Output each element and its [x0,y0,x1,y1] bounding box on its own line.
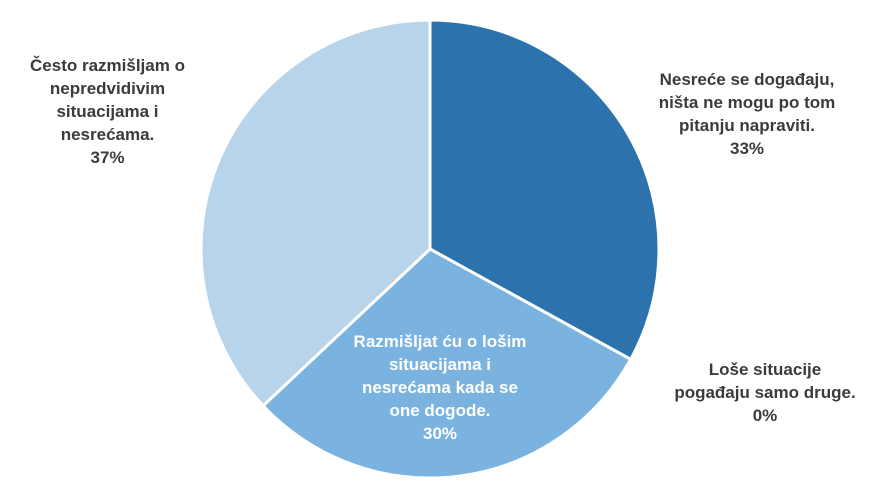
label-slice-often-think: Često razmišljam o nepredvidivim situaci… [0,54,215,169]
label-line: Nesreće se događaju, [659,70,835,89]
label-line: Loše situacije [708,360,822,379]
label-line: Često razmišljam o [30,56,185,75]
label-slice-bad-only-others: Loše situacije pogađaju samo druge. 0% [640,358,884,427]
label-line: nesrećama. [60,125,155,144]
label-slice-think-when-happen: Razmišljat ću o lošim situacijama i nesr… [315,330,565,445]
pie-slice-3 [199,18,432,408]
percent-label: 30% [422,424,458,443]
pie-slice-2 [260,247,633,480]
label-line: ništa ne mogu po tom [658,93,836,112]
pie-slice-0 [428,18,661,362]
label-slice-accidents-happen: Nesreće se događaju, ništa ne mogu po to… [622,68,872,160]
label-line: pogađaju samo druge. [674,383,856,402]
label-line: situacijama i [56,102,159,121]
label-line: Razmišljat ću o lošim [353,332,527,351]
label-line: one dogode. [389,401,491,420]
percent-label: 37% [90,148,125,167]
label-line: situacijama i [388,355,492,374]
percent-label: 0% [752,406,778,425]
label-line: pitanju napraviti. [678,116,816,135]
percent-label: 33% [729,139,765,158]
label-line: nepredvidivim [49,79,166,98]
label-line: nesrećama kada se [362,378,518,397]
